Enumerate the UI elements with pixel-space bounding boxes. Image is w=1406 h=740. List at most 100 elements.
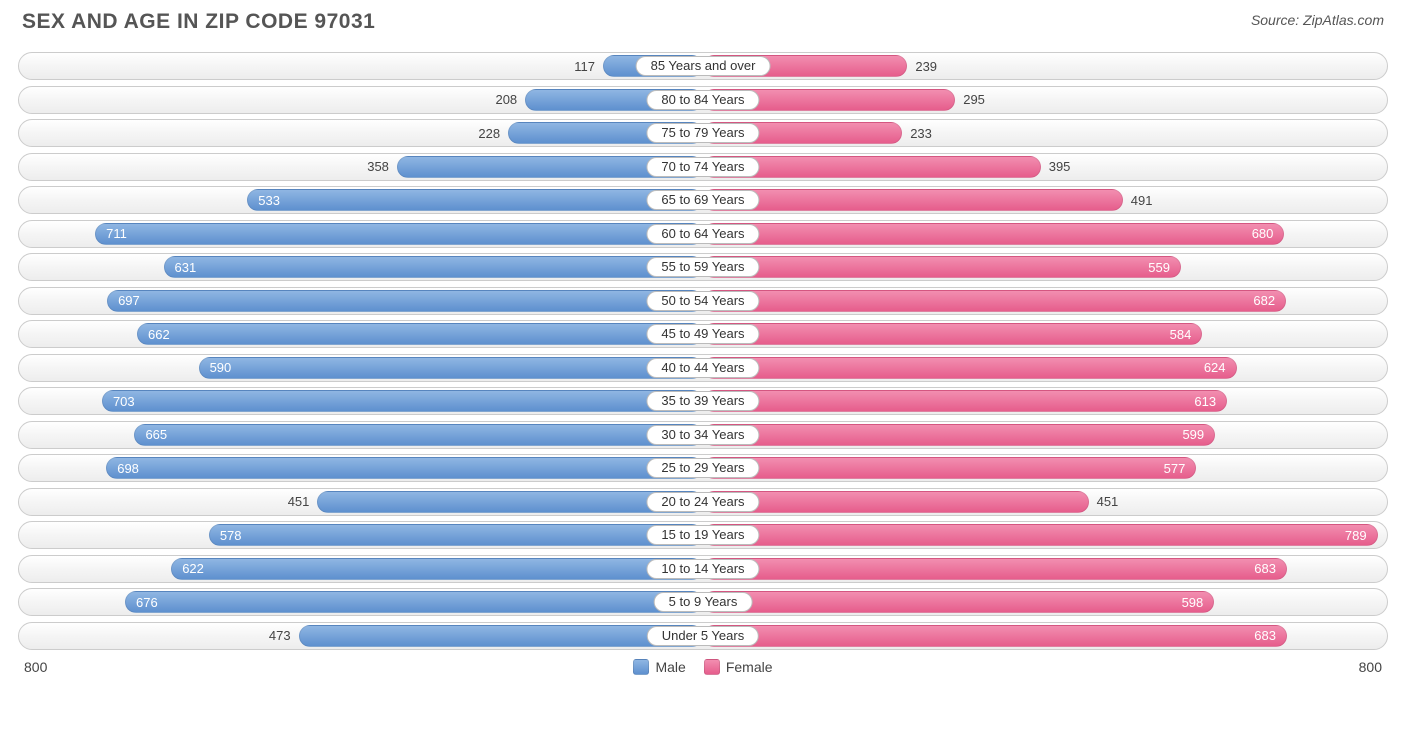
chart-header: SEX AND AGE IN ZIP CODE 97031 Source: Zi… [18, 10, 1388, 34]
female-bar [703, 491, 1089, 513]
male-half: 578 [19, 522, 703, 548]
male-value-label: 228 [470, 126, 508, 141]
male-bar: 676 [125, 591, 703, 613]
male-bar: 697 [107, 290, 703, 312]
chart-row: 22823375 to 79 Years [18, 119, 1388, 147]
chart-row: 63155955 to 59 Years [18, 253, 1388, 281]
female-value-label: 584 [1170, 327, 1192, 342]
male-half: 703 [19, 388, 703, 414]
age-category-label: 70 to 74 Years [646, 157, 759, 177]
female-value-label: 239 [907, 59, 945, 74]
age-category-label: 75 to 79 Years [646, 123, 759, 143]
age-category-label: Under 5 Years [647, 626, 759, 646]
male-value-label: 117 [566, 59, 603, 74]
chart-row: 66258445 to 49 Years [18, 320, 1388, 348]
male-swatch-icon [633, 659, 649, 675]
male-half: 590 [19, 355, 703, 381]
male-value-label: 676 [136, 595, 158, 610]
female-half: 683 [703, 556, 1387, 582]
chart-row: 676 598 5 to 9 Years [18, 588, 1388, 616]
male-bar: 533 [247, 189, 703, 211]
female-half: 683 [703, 623, 1387, 649]
female-half: 598 [703, 589, 1387, 615]
male-half: 533 [19, 187, 703, 213]
male-value-label: 665 [145, 427, 167, 442]
female-half: 295 [703, 87, 1387, 113]
female-bar: 559 [703, 256, 1181, 278]
male-value-label: 698 [117, 461, 139, 476]
male-bar [317, 491, 703, 513]
male-half: 676 [19, 589, 703, 615]
male-half: 228 [19, 120, 703, 146]
axis-max-left: 800 [24, 659, 47, 675]
male-value-label: 662 [148, 327, 170, 342]
age-category-label: 80 to 84 Years [646, 90, 759, 110]
female-value-label: 451 [1089, 494, 1127, 509]
female-bar: 624 [703, 357, 1237, 379]
female-bar: 598 [703, 591, 1214, 613]
male-half: 697 [19, 288, 703, 314]
female-bar: 680 [703, 223, 1284, 245]
female-value-label: 598 [1182, 595, 1204, 610]
female-bar: 577 [703, 457, 1196, 479]
male-bar: 698 [106, 457, 703, 479]
male-bar: 703 [102, 390, 703, 412]
age-category-label: 60 to 64 Years [646, 224, 759, 244]
chart-footer: 800 Male Female 800 [18, 656, 1388, 678]
male-half: 358 [19, 154, 703, 180]
chart-row: 358 395 70 to 74 Years [18, 153, 1388, 181]
female-value-label: 624 [1204, 360, 1226, 375]
male-half: 473 [19, 623, 703, 649]
age-category-label: 5 to 9 Years [654, 592, 753, 612]
chart-row: 590 624 40 to 44 Years [18, 354, 1388, 382]
female-value-label: 491 [1123, 193, 1161, 208]
male-half: 662 [19, 321, 703, 347]
male-value-label: 711 [106, 226, 127, 241]
female-value-label: 395 [1041, 159, 1079, 174]
male-value-label: 578 [220, 528, 242, 543]
age-category-label: 55 to 59 Years [646, 257, 759, 277]
female-value-label: 683 [1254, 628, 1276, 643]
male-bar: 622 [171, 558, 703, 580]
female-value-label: 295 [955, 92, 993, 107]
chart-row: 45145120 to 24 Years [18, 488, 1388, 516]
male-half: 451 [19, 489, 703, 515]
age-category-label: 20 to 24 Years [646, 492, 759, 512]
chart-row: 57878915 to 19 Years [18, 521, 1388, 549]
female-bar [703, 189, 1123, 211]
chart-row: 703 613 35 to 39 Years [18, 387, 1388, 415]
female-half: 491 [703, 187, 1387, 213]
male-bar [299, 625, 703, 647]
female-bar: 599 [703, 424, 1215, 446]
chart-title: SEX AND AGE IN ZIP CODE 97031 [22, 10, 375, 34]
male-value-label: 697 [118, 293, 140, 308]
chart-row: 53349165 to 69 Years [18, 186, 1388, 214]
male-half: 631 [19, 254, 703, 280]
female-swatch-icon [704, 659, 720, 675]
female-half: 682 [703, 288, 1387, 314]
female-half: 624 [703, 355, 1387, 381]
female-half: 395 [703, 154, 1387, 180]
axis-max-right: 800 [1359, 659, 1382, 675]
age-category-label: 10 to 14 Years [646, 559, 759, 579]
female-half: 613 [703, 388, 1387, 414]
male-half: 117 [19, 53, 703, 79]
male-half: 698 [19, 455, 703, 481]
male-bar: 590 [199, 357, 703, 379]
male-bar: 631 [164, 256, 704, 278]
male-half: 711 [19, 221, 703, 247]
male-value-label: 622 [182, 561, 204, 576]
female-bar: 584 [703, 323, 1202, 345]
male-half: 208 [19, 87, 703, 113]
male-half: 665 [19, 422, 703, 448]
female-value-label: 613 [1194, 394, 1216, 409]
female-half: 239 [703, 53, 1387, 79]
age-category-label: 35 to 39 Years [646, 391, 759, 411]
age-category-label: 85 Years and over [636, 56, 771, 76]
male-bar: 662 [137, 323, 703, 345]
chart-row: 711 680 60 to 64 Years [18, 220, 1388, 248]
age-category-label: 40 to 44 Years [646, 358, 759, 378]
female-value-label: 680 [1252, 226, 1274, 241]
age-category-label: 30 to 34 Years [646, 425, 759, 445]
male-bar: 578 [209, 524, 703, 546]
